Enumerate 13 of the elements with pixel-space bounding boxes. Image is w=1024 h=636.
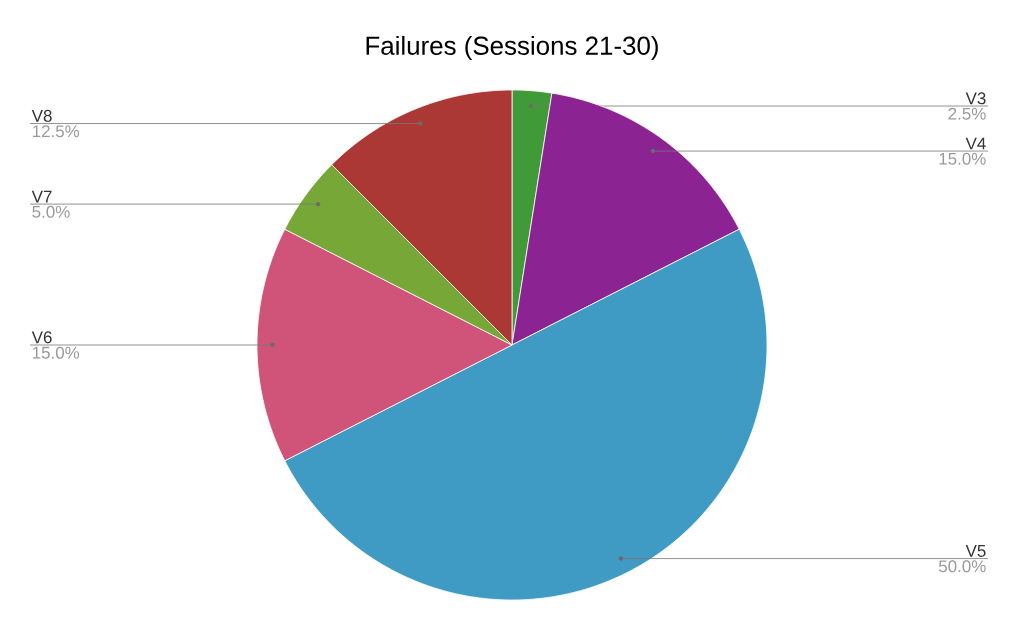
data-label: 15.0% <box>33 346 80 359</box>
slice-label: V8 <box>31 109 52 122</box>
slice-label: V7 <box>31 190 52 203</box>
chart-title: Failures (Sessions 21-30) <box>366 35 658 61</box>
slice-label: V5 <box>965 545 986 557</box>
slice-label: V4 <box>965 137 986 150</box>
data-label: 2.5% <box>948 107 986 120</box>
data-label: 15.0% <box>939 152 986 165</box>
data-label: 5.0% <box>32 205 70 218</box>
data-label: 50.0% <box>938 560 986 573</box>
data-label: 12.5% <box>33 125 80 138</box>
slice-label: V6 <box>31 331 52 344</box>
slice-label: V3 <box>965 92 986 105</box>
